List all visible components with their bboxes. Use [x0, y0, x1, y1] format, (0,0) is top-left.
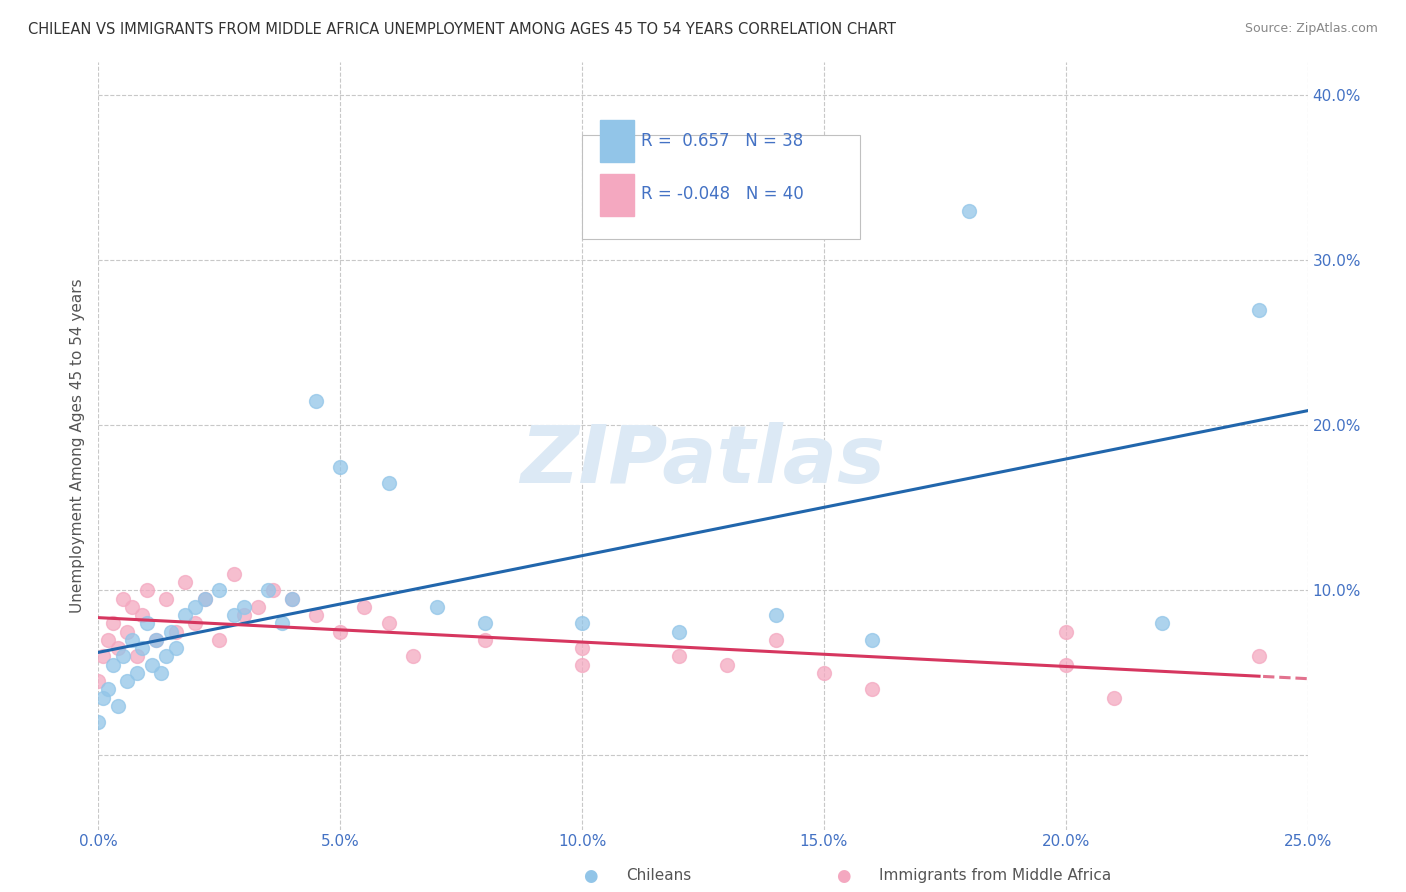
Point	[141, 657, 163, 672]
Point	[474, 616, 496, 631]
Point	[668, 649, 690, 664]
Point	[860, 632, 883, 647]
FancyBboxPatch shape	[600, 120, 634, 162]
Point	[121, 632, 143, 647]
Point	[91, 649, 114, 664]
Point	[571, 657, 593, 672]
Point	[97, 682, 120, 697]
Point	[329, 459, 352, 474]
Point	[155, 591, 177, 606]
Point	[91, 690, 114, 705]
Point	[1249, 649, 1271, 664]
Point	[426, 599, 449, 614]
Point	[150, 665, 173, 680]
Point	[111, 649, 134, 664]
Point	[208, 583, 231, 598]
Point	[271, 616, 294, 631]
Point	[232, 608, 254, 623]
Point	[765, 632, 787, 647]
Point	[194, 591, 217, 606]
Point	[165, 624, 187, 639]
Point	[145, 632, 167, 647]
Text: ZIPatlas: ZIPatlas	[520, 422, 886, 500]
Point	[184, 599, 207, 614]
Point	[194, 591, 217, 606]
Point	[1054, 657, 1077, 672]
Text: R =  0.657   N = 38: R = 0.657 N = 38	[641, 132, 804, 151]
Point	[247, 599, 270, 614]
Point	[131, 608, 153, 623]
Point	[117, 674, 139, 689]
FancyBboxPatch shape	[582, 136, 860, 239]
Point	[474, 632, 496, 647]
Point	[305, 608, 328, 623]
Point	[87, 674, 110, 689]
Point	[256, 583, 278, 598]
Point	[174, 608, 197, 623]
Point	[135, 583, 157, 598]
Point	[957, 203, 980, 218]
Point	[184, 616, 207, 631]
Point	[377, 616, 399, 631]
Text: Immigrants from Middle Africa: Immigrants from Middle Africa	[879, 869, 1111, 883]
Point	[101, 616, 124, 631]
Point	[165, 641, 187, 656]
Point	[117, 624, 139, 639]
Point	[232, 599, 254, 614]
Point	[127, 649, 149, 664]
Point	[402, 649, 425, 664]
Text: Source: ZipAtlas.com: Source: ZipAtlas.com	[1244, 22, 1378, 36]
Point	[716, 657, 738, 672]
Point	[813, 665, 835, 680]
Point	[571, 616, 593, 631]
Point	[1054, 624, 1077, 639]
Point	[135, 616, 157, 631]
Text: R = -0.048   N = 40: R = -0.048 N = 40	[641, 186, 804, 203]
Text: ●: ●	[583, 867, 598, 885]
Point	[160, 624, 183, 639]
Point	[571, 641, 593, 656]
Text: Chileans: Chileans	[626, 869, 690, 883]
Point	[97, 632, 120, 647]
Text: ●: ●	[837, 867, 851, 885]
Point	[101, 657, 124, 672]
Point	[127, 665, 149, 680]
Point	[145, 632, 167, 647]
Point	[262, 583, 284, 598]
Point	[174, 575, 197, 590]
Point	[208, 632, 231, 647]
Point	[131, 641, 153, 656]
Point	[281, 591, 304, 606]
Y-axis label: Unemployment Among Ages 45 to 54 years: Unemployment Among Ages 45 to 54 years	[70, 278, 86, 614]
Point	[87, 715, 110, 730]
Point	[1249, 302, 1271, 317]
Point	[1152, 616, 1174, 631]
Point	[222, 608, 245, 623]
Point	[107, 698, 129, 713]
Point	[765, 608, 787, 623]
Point	[353, 599, 375, 614]
Point	[377, 476, 399, 491]
Point	[222, 566, 245, 581]
Point	[281, 591, 304, 606]
Point	[155, 649, 177, 664]
Point	[121, 599, 143, 614]
Point	[668, 624, 690, 639]
Point	[111, 591, 134, 606]
Point	[1102, 690, 1125, 705]
Text: CHILEAN VS IMMIGRANTS FROM MIDDLE AFRICA UNEMPLOYMENT AMONG AGES 45 TO 54 YEARS : CHILEAN VS IMMIGRANTS FROM MIDDLE AFRICA…	[28, 22, 896, 37]
Point	[860, 682, 883, 697]
Point	[305, 393, 328, 408]
FancyBboxPatch shape	[600, 174, 634, 216]
Point	[107, 641, 129, 656]
Point	[329, 624, 352, 639]
